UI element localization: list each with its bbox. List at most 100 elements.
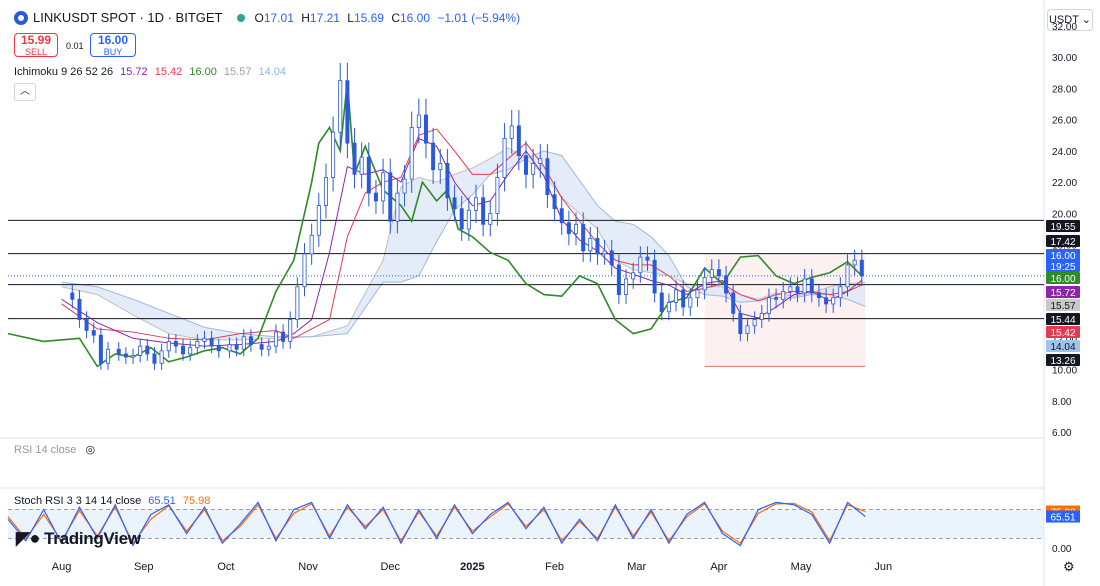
candle-body: [745, 325, 750, 335]
price-label-badge: [1046, 286, 1080, 298]
candle-body: [524, 155, 529, 175]
ichimoku-cloud: [61, 147, 866, 340]
candle-body: [752, 319, 757, 327]
candle-body: [581, 223, 586, 252]
candle-body: [84, 319, 89, 331]
rsi-legend[interactable]: RSI 14 close ◎: [14, 444, 96, 456]
candle-body: [788, 286, 793, 292]
stoch-k-badge-text: 65.51: [1050, 513, 1075, 524]
candle-body: [331, 131, 336, 178]
y-tick-label: 10.00: [1052, 366, 1077, 377]
candle-body: [438, 163, 443, 171]
spread-value: 0.01: [66, 41, 84, 51]
candle-body: [145, 345, 150, 355]
candle-body: [488, 212, 493, 225]
ichimoku-legend[interactable]: Ichimoku 9 26 52 26 15.72 15.42 16.00 15…: [14, 66, 287, 78]
candle-body: [338, 80, 343, 133]
candle-body: [138, 345, 143, 356]
candle-body: [248, 336, 253, 345]
candle-body: [409, 127, 414, 180]
candle-body: [431, 142, 436, 171]
candle-body: [709, 269, 714, 278]
price-label-text: 15.44: [1050, 315, 1075, 326]
candle-body: [766, 297, 771, 314]
candle-body: [302, 253, 307, 288]
price-label-text: 19:25: [1050, 262, 1075, 273]
candle-body: [795, 286, 800, 294]
candle-body: [381, 172, 386, 202]
candle-body: [402, 178, 407, 194]
x-tick-label: Mar: [627, 561, 646, 573]
price-label-badge: [1046, 249, 1080, 261]
candle-body: [98, 334, 103, 364]
tradingview-mark-icon: ◤●: [16, 528, 41, 548]
buy-button[interactable]: 16.00 BUY: [90, 33, 136, 57]
stoch-tick-label: 0.00: [1052, 544, 1072, 555]
candle-body: [774, 297, 779, 300]
candle-body: [802, 278, 807, 294]
price-label-badge: [1046, 272, 1080, 284]
candle-body: [666, 301, 671, 313]
price-label-badge: [1046, 313, 1080, 325]
y-tick-label: 8.00: [1052, 397, 1072, 408]
y-tick-label: 30.00: [1052, 53, 1077, 64]
stoch-band: [8, 509, 1044, 539]
candle-body: [716, 269, 721, 277]
price-label-text: 15.72: [1050, 288, 1075, 299]
y-tick-label: 26.00: [1052, 116, 1077, 127]
price-label-badge: [1046, 260, 1080, 272]
candle-body: [202, 337, 207, 342]
candle-body: [316, 205, 321, 236]
candle-body: [816, 292, 821, 299]
candle-body: [452, 197, 457, 210]
candle-body: [552, 194, 557, 210]
candle-body: [831, 297, 836, 305]
candle-body: [681, 289, 686, 308]
candle-body: [173, 341, 178, 347]
candle-body: [473, 197, 478, 211]
candle-body: [652, 259, 657, 294]
price-label-badge: [1046, 235, 1080, 247]
candle-body: [281, 331, 286, 342]
y-tick-label: 6.00: [1052, 428, 1072, 439]
candle-body: [195, 341, 200, 349]
x-tick-label: Apr: [710, 561, 727, 573]
y-tick-label: 32.00: [1052, 22, 1077, 33]
candle-body: [359, 156, 364, 175]
candle-body: [466, 209, 471, 230]
eye-hidden-icon[interactable]: ◎: [85, 444, 96, 456]
candle-body: [481, 197, 486, 225]
candle-body: [688, 297, 693, 308]
candle-body: [602, 250, 607, 255]
gear-icon[interactable]: ⚙: [1063, 559, 1075, 574]
candle-body: [131, 355, 136, 358]
price-label-text: 15.42: [1050, 328, 1075, 339]
candle-body: [152, 353, 157, 364]
candle-body: [181, 345, 186, 355]
collapse-legend-button[interactable]: ︿: [14, 83, 36, 101]
candle-body: [209, 337, 214, 347]
symbol-title[interactable]: LINKUSDT SPOT · 1D · BITGET: [33, 10, 223, 25]
candle-body: [588, 237, 593, 252]
candle-body: [631, 272, 636, 280]
chainlink-logo-icon: [14, 10, 28, 25]
candle-body: [388, 172, 393, 222]
candle-body: [123, 353, 128, 358]
candle-body: [495, 177, 500, 214]
candle-body: [288, 319, 293, 342]
stoch-rsi-legend[interactable]: Stoch RSI 3 3 14 14 close 65.51 75.98: [14, 495, 211, 507]
currency-select[interactable]: USDT ⌄: [1047, 9, 1093, 31]
price-label-badge: [1046, 299, 1080, 311]
x-tick-label: Oct: [217, 561, 234, 573]
sell-button[interactable]: 15.99 SELL: [14, 33, 58, 57]
candle-body: [559, 208, 564, 224]
candle-body: [674, 289, 679, 303]
price-label-badge: [1046, 220, 1080, 232]
candle-body: [845, 264, 850, 288]
candle-body: [352, 142, 357, 175]
candle-body: [159, 350, 164, 364]
candle-body: [538, 158, 543, 164]
candle-body: [695, 289, 700, 299]
candle-body: [459, 208, 464, 230]
